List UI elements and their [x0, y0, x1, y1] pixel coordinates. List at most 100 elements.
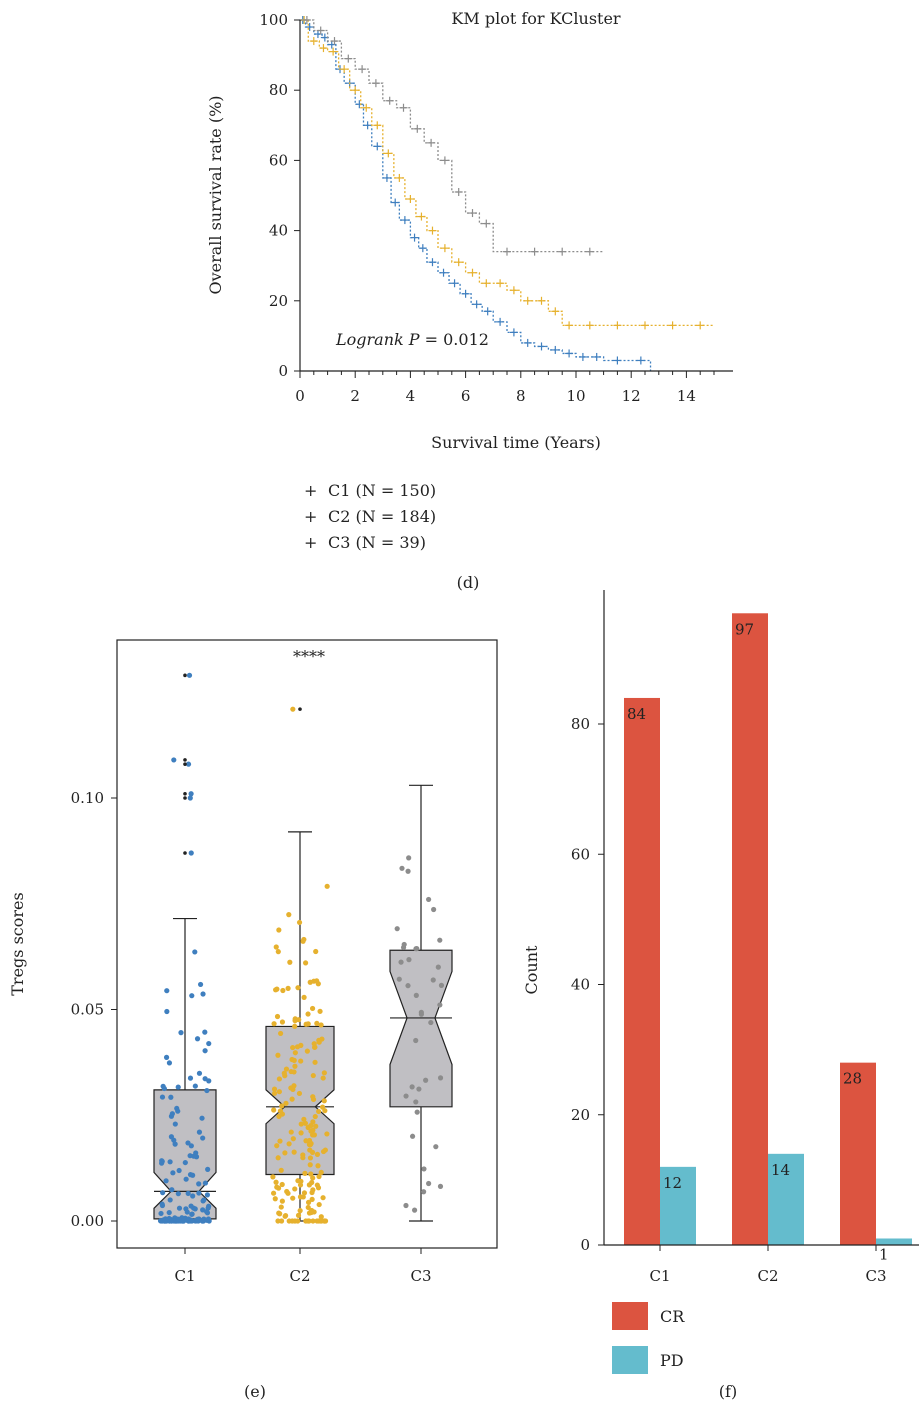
box-data-point — [300, 938, 306, 944]
box-data-point — [316, 1108, 322, 1115]
box-data-point — [320, 1075, 326, 1081]
box-data-point — [279, 1019, 286, 1025]
box-data-point — [162, 1218, 168, 1224]
box-data-point — [421, 1189, 427, 1195]
km-curve-1 — [300, 19, 652, 371]
box-data-point — [318, 1169, 324, 1175]
box-data-point — [158, 1210, 164, 1217]
box-data-point — [286, 1218, 292, 1224]
km-legend-item: + C1 (N = 150) — [304, 481, 436, 500]
km-y-tick-label: 80 — [269, 81, 288, 99]
box-data-point — [292, 1018, 298, 1024]
km-x-ticks: 0 2 4 6 8 10 12 14 — [295, 371, 715, 405]
box-data-point — [296, 1090, 303, 1097]
km-series-layer — [298, 16, 714, 371]
box-data-point — [195, 1218, 201, 1224]
box-data-point — [438, 982, 445, 988]
box-data-point — [308, 1128, 314, 1134]
box-data-point — [396, 976, 402, 982]
box-data-point — [276, 1089, 282, 1095]
km-censor-mark — [565, 321, 574, 330]
box-data-point — [305, 1021, 311, 1027]
box-data-point — [205, 1166, 211, 1172]
bar-CR-C3 — [840, 1062, 876, 1245]
km-legend: + C1 (N = 150) + C2 (N = 184) + C3 (N = 39) — [304, 481, 436, 552]
box-data-point — [290, 1195, 296, 1201]
box-data-point — [437, 937, 443, 943]
km-censor-mark — [395, 173, 404, 182]
box-data-point — [164, 988, 170, 994]
box-data-point — [411, 1207, 418, 1213]
km-x-label: Survival time (Years) — [431, 433, 601, 452]
bar-data-label: 97 — [735, 620, 754, 638]
box-data-point — [394, 926, 400, 932]
bar-PD-C3 — [876, 1238, 912, 1245]
box-data-point — [183, 1176, 189, 1182]
km-censor-mark — [373, 121, 382, 130]
km-censor-mark — [440, 244, 449, 253]
km-censor-mark — [439, 268, 448, 277]
box-data-point — [274, 1143, 280, 1149]
box-data-point — [159, 1160, 165, 1166]
box-data-point — [200, 1198, 206, 1204]
box-data-point — [169, 1111, 175, 1117]
box-outlier-point — [185, 761, 192, 767]
box-data-point — [275, 1052, 281, 1058]
box-data-point — [292, 1186, 298, 1192]
bar-x-tick-label: C2 — [757, 1267, 778, 1285]
box-data-point — [319, 1104, 326, 1110]
box-significance: **** — [293, 647, 325, 666]
box-data-point — [282, 1150, 288, 1156]
box-data-point — [315, 981, 321, 987]
km-censor-mark — [636, 356, 645, 365]
bar-PD-C2 — [768, 1153, 804, 1245]
box-data-point — [437, 1075, 444, 1081]
box-data-point — [430, 977, 436, 983]
box-data-point — [314, 1020, 320, 1026]
box-data-point — [303, 1138, 309, 1144]
box-data-point — [308, 1122, 314, 1129]
box-data-point — [277, 1108, 284, 1114]
box-data-point — [271, 1090, 278, 1096]
km-censor-mark — [362, 103, 371, 112]
box-data-point — [199, 1115, 205, 1121]
km-censor-mark — [537, 342, 546, 351]
box-data-point — [414, 1109, 420, 1115]
km-legend-label: C3 (N = 39) — [328, 533, 426, 552]
box-data-point — [307, 1162, 313, 1168]
km-censor-mark — [641, 321, 649, 330]
box-data-point — [172, 1121, 178, 1127]
box-data-point — [175, 1108, 181, 1114]
km-y-tick-label: 40 — [269, 222, 288, 240]
box-data-point — [188, 1203, 194, 1209]
km-censor-mark — [309, 37, 318, 46]
km-x-tick-label: 8 — [516, 387, 526, 405]
km-y-tick-label: 60 — [269, 151, 288, 169]
box-data-point — [200, 1135, 206, 1141]
bar-legend-item: PD — [612, 1346, 684, 1374]
km-censor-mark — [428, 226, 437, 235]
km-censor-mark — [410, 233, 419, 242]
box-data-point — [286, 912, 292, 918]
bar-CR-C2 — [732, 613, 768, 1245]
box-data-point — [302, 1120, 309, 1126]
box-data-point — [273, 1179, 279, 1185]
box-data-point — [283, 1100, 289, 1106]
box-x-ticks: C1 C2 C3 — [174, 1248, 432, 1285]
box-data-point — [311, 1041, 317, 1047]
box-data-point — [278, 1204, 284, 1210]
box-data-point — [400, 944, 407, 951]
box-data-point — [279, 1198, 285, 1204]
km-censor-mark — [585, 321, 594, 330]
km-censor-mark — [450, 279, 459, 288]
km-censor-mark — [551, 345, 560, 354]
box-data-point — [302, 1170, 308, 1176]
box-data-point — [310, 1218, 316, 1224]
box-data-point — [317, 1008, 323, 1014]
km-legend-marker: + — [304, 481, 317, 500]
km-y-label: Overall survival rate (%) — [206, 95, 225, 294]
km-censor-mark — [503, 247, 511, 256]
km-logrank-value: = 0.012 — [420, 330, 489, 349]
bar-layer: 84 97 28 12 14 1 — [624, 613, 912, 1263]
